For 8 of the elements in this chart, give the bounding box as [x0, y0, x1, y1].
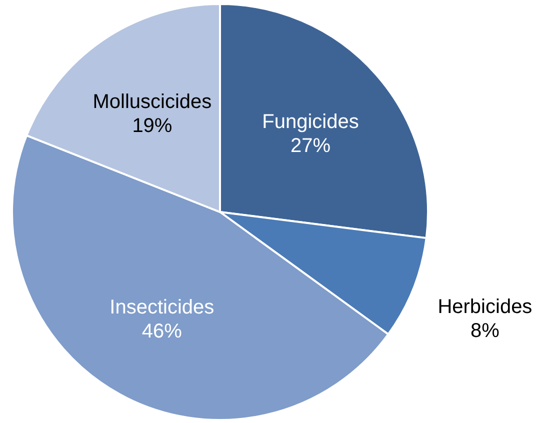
- slice-label: Herbicides: [438, 296, 532, 318]
- data-label: 8%: [470, 320, 500, 342]
- slice-label: Insecticides: [110, 296, 214, 319]
- data-label: 27%: [290, 135, 331, 158]
- data-label: 19%: [132, 115, 172, 138]
- slice-label: Molluscicides: [92, 91, 212, 114]
- data-label: 46%: [142, 320, 182, 343]
- slice-label: Fungicides: [262, 111, 359, 134]
